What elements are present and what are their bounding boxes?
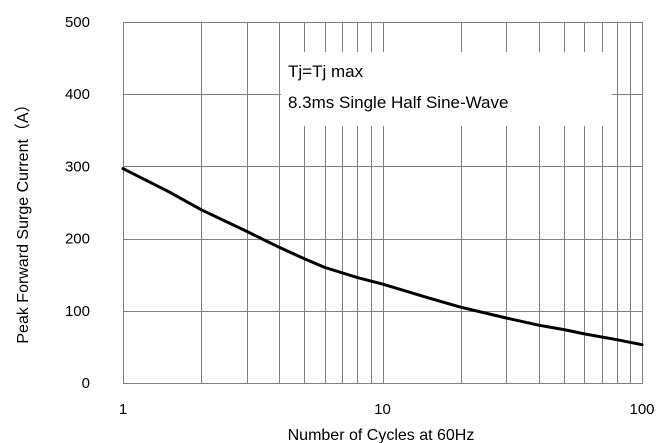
surge-current-curve (121, 167, 644, 347)
annotation-line-1: Tj=Tj max (288, 62, 364, 81)
x-tick-label: 1 (119, 401, 127, 418)
series-group (121, 167, 644, 347)
y-tick-label: 0 (82, 375, 90, 392)
x-axis-title: Number of Cycles at 60Hz (288, 427, 475, 443)
y-tick-label: 300 (65, 158, 90, 175)
annotation-box: Tj=Tj max 8.3ms Single Half Sine-Wave (281, 52, 612, 126)
plot-border (123, 22, 643, 384)
y-axis-title: Peak Forward Surge Current（A） (14, 96, 32, 343)
y-tick-label: 400 (65, 86, 90, 103)
y-tick-label: 500 (65, 14, 90, 31)
x-tick-label: 100 (629, 401, 654, 418)
annotation-background (281, 52, 612, 126)
x-tick-label: 10 (374, 401, 391, 418)
annotation-line-2: 8.3ms Single Half Sine-Wave (288, 93, 508, 112)
y-tick-label: 200 (65, 231, 90, 248)
y-tick-label: 100 (65, 303, 90, 320)
tick-labels: 0 100 200 300 400 500 1 10 100 (65, 14, 655, 418)
plot-frame (123, 22, 643, 384)
